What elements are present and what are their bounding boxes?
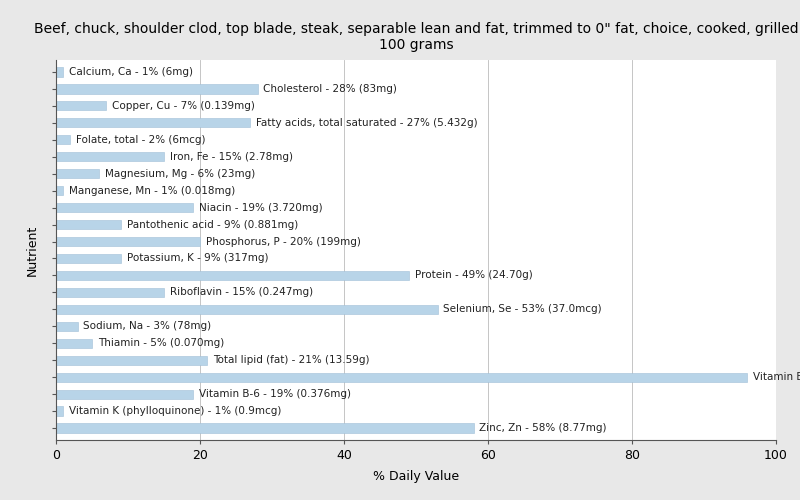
Text: Cholesterol - 28% (83mg): Cholesterol - 28% (83mg) [263, 84, 398, 94]
Bar [56, 304, 438, 314]
Text: Niacin - 19% (3.720mg): Niacin - 19% (3.720mg) [198, 202, 322, 212]
Text: Thiamin - 5% (0.070mg): Thiamin - 5% (0.070mg) [98, 338, 224, 348]
Text: Calcium, Ca - 1% (6mg): Calcium, Ca - 1% (6mg) [69, 67, 193, 77]
Bar [56, 237, 200, 246]
Text: Zinc, Zn - 58% (8.77mg): Zinc, Zn - 58% (8.77mg) [479, 423, 607, 433]
Text: Selenium, Se - 53% (37.0mcg): Selenium, Se - 53% (37.0mcg) [443, 304, 602, 314]
Bar [56, 322, 78, 331]
Text: Copper, Cu - 7% (0.139mg): Copper, Cu - 7% (0.139mg) [112, 101, 255, 111]
Text: Riboflavin - 15% (0.247mg): Riboflavin - 15% (0.247mg) [170, 288, 313, 298]
Bar [56, 338, 92, 348]
Text: Phosphorus, P - 20% (199mg): Phosphorus, P - 20% (199mg) [206, 236, 361, 246]
Bar [56, 406, 63, 416]
Text: Pantothenic acid - 9% (0.881mg): Pantothenic acid - 9% (0.881mg) [126, 220, 298, 230]
Bar [56, 271, 409, 280]
Text: Protein - 49% (24.70g): Protein - 49% (24.70g) [414, 270, 532, 280]
Bar [56, 372, 747, 382]
Bar [56, 390, 193, 399]
Text: Folate, total - 2% (6mcg): Folate, total - 2% (6mcg) [76, 134, 206, 144]
Text: Sodium, Na - 3% (78mg): Sodium, Na - 3% (78mg) [83, 322, 211, 332]
Bar [56, 288, 164, 297]
Text: Iron, Fe - 15% (2.78mg): Iron, Fe - 15% (2.78mg) [170, 152, 293, 162]
X-axis label: % Daily Value: % Daily Value [373, 470, 459, 484]
Bar [56, 152, 164, 162]
Bar [56, 203, 193, 212]
Y-axis label: Nutrient: Nutrient [26, 224, 38, 276]
Text: Magnesium, Mg - 6% (23mg): Magnesium, Mg - 6% (23mg) [105, 168, 255, 178]
Text: Vitamin B-6 - 19% (0.376mg): Vitamin B-6 - 19% (0.376mg) [198, 389, 350, 399]
Text: Total lipid (fat) - 21% (13.59g): Total lipid (fat) - 21% (13.59g) [213, 356, 370, 366]
Text: Vitamin B-12 - 96% (5.75mcg): Vitamin B-12 - 96% (5.75mcg) [753, 372, 800, 382]
Bar [56, 424, 474, 433]
Bar [56, 356, 207, 365]
Bar [56, 118, 250, 128]
Bar [56, 169, 99, 178]
Bar [56, 101, 106, 110]
Bar [56, 84, 258, 94]
Bar [56, 186, 63, 196]
Bar [56, 135, 70, 144]
Title: Beef, chuck, shoulder clod, top blade, steak, separable lean and fat, trimmed to: Beef, chuck, shoulder clod, top blade, s… [34, 22, 798, 52]
Text: Fatty acids, total saturated - 27% (5.432g): Fatty acids, total saturated - 27% (5.43… [256, 118, 478, 128]
Text: Potassium, K - 9% (317mg): Potassium, K - 9% (317mg) [126, 254, 268, 264]
Bar [56, 220, 121, 229]
Bar [56, 67, 63, 76]
Text: Vitamin K (phylloquinone) - 1% (0.9mcg): Vitamin K (phylloquinone) - 1% (0.9mcg) [69, 406, 282, 416]
Bar [56, 254, 121, 263]
Text: Manganese, Mn - 1% (0.018mg): Manganese, Mn - 1% (0.018mg) [69, 186, 235, 196]
